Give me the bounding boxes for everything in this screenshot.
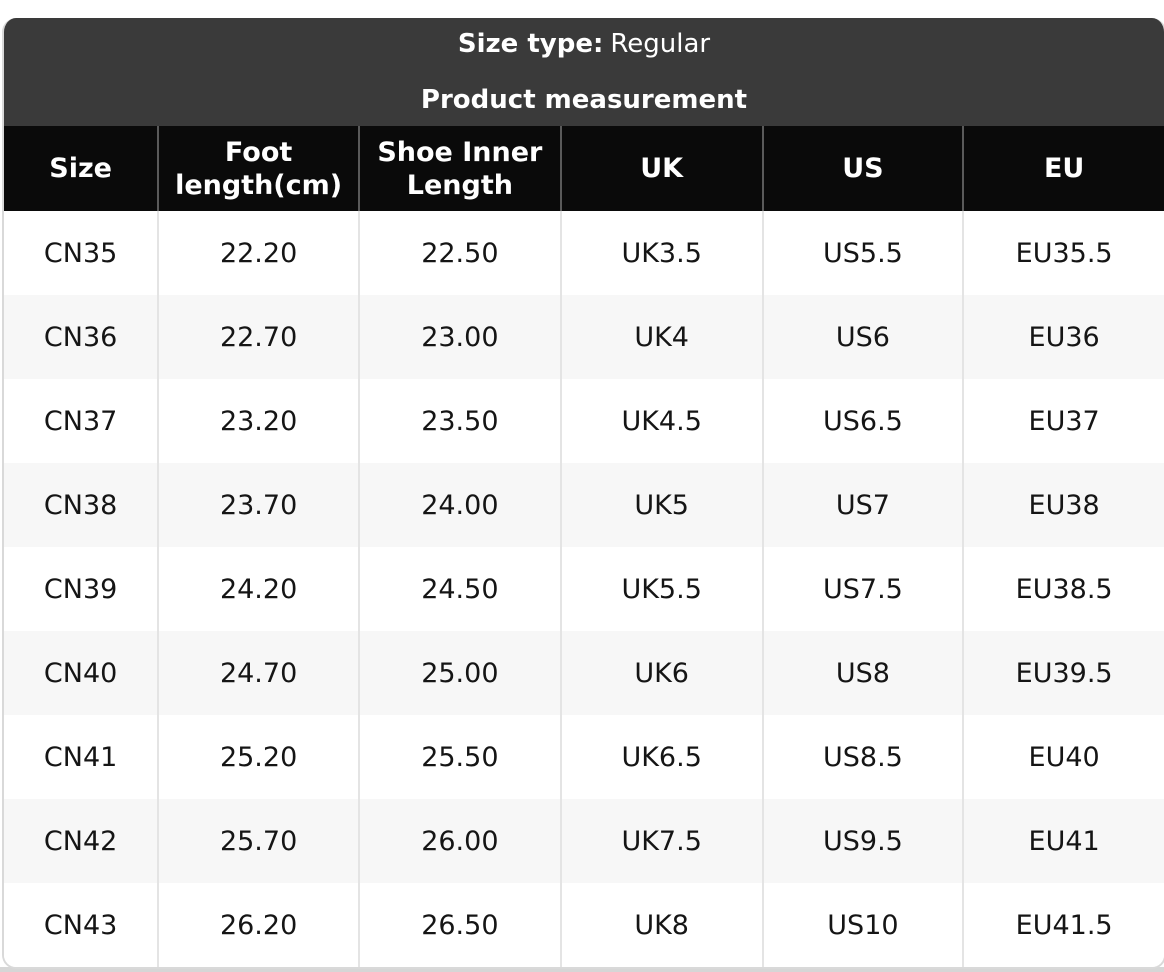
cell-us: US8 — [762, 631, 965, 715]
column-header-foot-length-cm-: Foot length(cm) — [158, 126, 360, 211]
cell-foot-length-cm-: 26.20 — [158, 883, 360, 967]
cell-uk: UK3.5 — [560, 211, 764, 295]
cell-shoe-inner-length: 26.50 — [358, 883, 562, 967]
cell-eu: EU41 — [963, 799, 1164, 883]
cell-uk: UK5 — [560, 463, 764, 547]
product-measurement-title: Product measurement — [420, 85, 748, 115]
cell-shoe-inner-length: 25.00 — [358, 631, 562, 715]
cell-eu: EU41.5 — [963, 883, 1164, 967]
cell-uk: UK4 — [560, 295, 764, 379]
cell-foot-length-cm-: 24.20 — [158, 547, 360, 631]
cell-us: US6.5 — [762, 379, 965, 463]
cell-shoe-inner-length: 25.50 — [358, 715, 562, 799]
size-type-value: Regular — [610, 29, 711, 59]
column-header-size: Size — [4, 126, 160, 211]
table-row: CN38 23.70 24.00 UK5 US7 EU38 — [4, 463, 1164, 547]
column-header-uk: UK — [560, 126, 764, 211]
cell-shoe-inner-length: 24.00 — [358, 463, 562, 547]
cell-eu: EU37 — [963, 379, 1164, 463]
cell-us: US7 — [762, 463, 965, 547]
size-chart-card: Size type: Regular Product measurement Si… — [2, 18, 1164, 969]
cell-uk: UK5.5 — [560, 547, 764, 631]
cell-us: US5.5 — [762, 211, 965, 295]
cell-foot-length-cm-: 24.70 — [158, 631, 360, 715]
cell-us: US10 — [762, 883, 965, 967]
cell-foot-length-cm-: 25.70 — [158, 799, 360, 883]
table-row: CN37 23.20 23.50 UK4.5 US6.5 EU37 — [4, 379, 1164, 463]
cell-shoe-inner-length: 26.00 — [358, 799, 562, 883]
column-header-us: US — [762, 126, 965, 211]
cell-us: US8.5 — [762, 715, 965, 799]
cell-size: CN38 — [4, 463, 160, 547]
cell-eu: EU39.5 — [963, 631, 1164, 715]
cell-uk: UK4.5 — [560, 379, 764, 463]
cell-foot-length-cm-: 25.20 — [158, 715, 360, 799]
cell-eu: EU35.5 — [963, 211, 1164, 295]
cell-eu: EU38 — [963, 463, 1164, 547]
cell-size: CN35 — [4, 211, 160, 295]
cell-foot-length-cm-: 23.20 — [158, 379, 360, 463]
cell-foot-length-cm-: 22.70 — [158, 295, 360, 379]
cell-eu: EU40 — [963, 715, 1164, 799]
column-header-shoe-inner-length: Shoe Inner Length — [358, 126, 562, 211]
cell-uk: UK6.5 — [560, 715, 764, 799]
cell-size: CN36 — [4, 295, 160, 379]
size-type-line: Size type: Regular — [4, 30, 1164, 58]
cell-size: CN40 — [4, 631, 160, 715]
cell-uk: UK6 — [560, 631, 764, 715]
cell-size: CN43 — [4, 883, 160, 967]
table-row: CN43 26.20 26.50 UK8 US10 EU41.5 — [4, 883, 1164, 967]
table-row: CN42 25.70 26.00 UK7.5 US9.5 EU41 — [4, 799, 1164, 883]
cell-foot-length-cm-: 23.70 — [158, 463, 360, 547]
cell-us: US6 — [762, 295, 965, 379]
cell-uk: UK8 — [560, 883, 764, 967]
cell-shoe-inner-length: 23.50 — [358, 379, 562, 463]
table-header-row: Size Foot length(cm) Shoe Inner Length UK US… — [4, 126, 1164, 211]
column-header-eu: EU — [963, 126, 1164, 211]
table-row: CN40 24.70 25.00 UK6 US8 EU39.5 — [4, 631, 1164, 715]
size-chart-table: Size Foot length(cm) Shoe Inner Length UK US… — [4, 126, 1164, 967]
size-chart-header: Size type: Regular Product measurement — [4, 18, 1164, 126]
cell-shoe-inner-length: 24.50 — [358, 547, 562, 631]
cell-size: CN37 — [4, 379, 160, 463]
table-row: CN35 22.20 22.50 UK3.5 US5.5 EU35.5 — [4, 211, 1164, 295]
cell-size: CN39 — [4, 547, 160, 631]
size-type-label: Size type: — [457, 29, 604, 59]
table-row: CN41 25.20 25.50 UK6.5 US8.5 EU40 — [4, 715, 1164, 799]
table-row: CN36 22.70 23.00 UK4 US6 EU36 — [4, 295, 1164, 379]
cell-eu: EU36 — [963, 295, 1164, 379]
cell-eu: EU38.5 — [963, 547, 1164, 631]
cell-shoe-inner-length: 23.00 — [358, 295, 562, 379]
table-row: CN39 24.20 24.50 UK5.5 US7.5 EU38.5 — [4, 547, 1164, 631]
cell-us: US9.5 — [762, 799, 965, 883]
cell-foot-length-cm-: 22.20 — [158, 211, 360, 295]
cell-uk: UK7.5 — [560, 799, 764, 883]
cell-size: CN41 — [4, 715, 160, 799]
cell-shoe-inner-length: 22.50 — [358, 211, 562, 295]
bottom-divider — [0, 967, 1164, 972]
cell-us: US7.5 — [762, 547, 965, 631]
cell-size: CN42 — [4, 799, 160, 883]
